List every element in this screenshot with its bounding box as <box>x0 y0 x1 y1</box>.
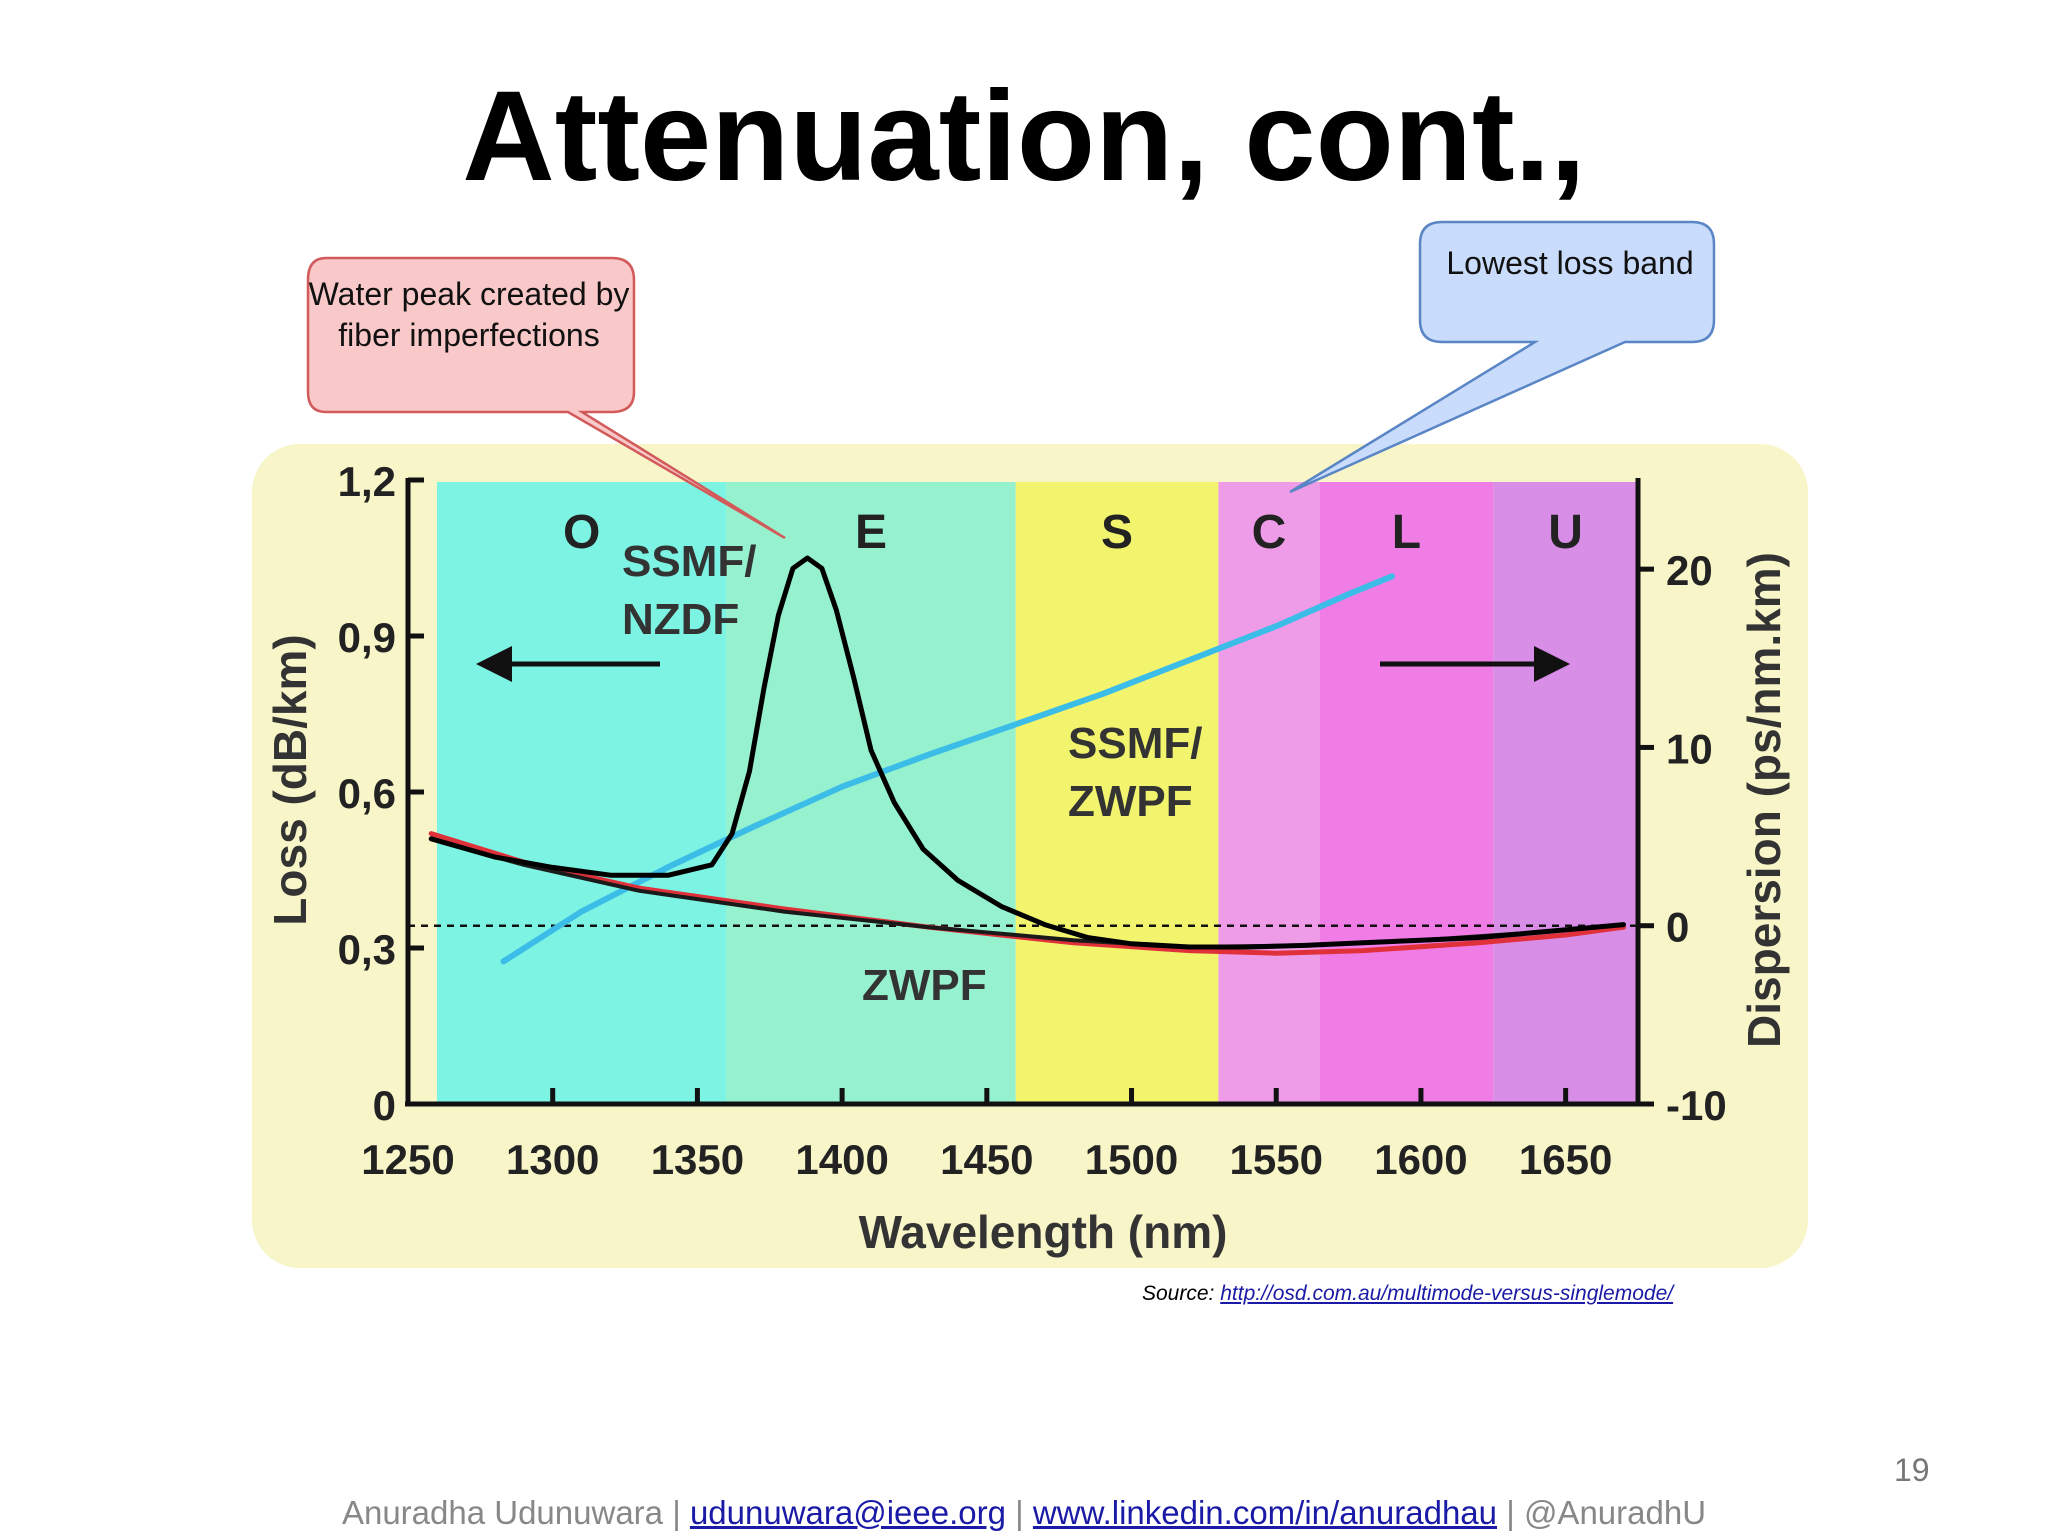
annotation-ssmf-zwpf-line: ZWPF <box>1068 777 1193 826</box>
x-tick-label: 1500 <box>1085 1136 1178 1183</box>
band-label-l: L <box>1392 506 1421 559</box>
annotation-ssmf-zwpf: SSMF/ZWPF <box>1068 719 1202 826</box>
series-line-zwpf <box>428 831 1626 956</box>
arrow-left-head-icon <box>476 646 512 682</box>
footer-email-link[interactable]: udunuwara@ieee.org <box>689 1494 1006 1531</box>
bands-layer <box>436 482 1638 1104</box>
x-tick-label: 1300 <box>506 1136 599 1183</box>
annotation-ssmf-nzdf: SSMF/NZDF <box>622 537 756 644</box>
annotation-ssmf-zwpf-line: SSMF/ <box>1068 719 1202 768</box>
callout-water-peak-text: Water peak created by fiber imperfection… <box>308 276 630 353</box>
band-o <box>436 482 727 1104</box>
x-tick-label: 1650 <box>1519 1136 1612 1183</box>
x-tick-label: 1550 <box>1230 1136 1323 1183</box>
band-u <box>1493 482 1638 1104</box>
band-label-o: O <box>563 506 600 559</box>
series-line-ssmf-nzdf <box>428 555 1626 950</box>
band-s <box>1015 482 1219 1104</box>
footer-linkedin-link[interactable]: www.linkedin.com/in/anuradhau <box>1032 1494 1498 1531</box>
band-c <box>1218 482 1320 1104</box>
band-label-s: S <box>1101 506 1133 559</box>
band-e <box>726 482 1016 1104</box>
y2-tick-label: 0 <box>1666 904 1689 951</box>
band-label-c: C <box>1252 506 1287 559</box>
callout-lowest-loss-text: Lowest loss band <box>1446 245 1694 281</box>
y2-axis-title: Dispersion (ps/nm.km) <box>1738 552 1790 1048</box>
footer-author: Anuradha Udunuwara <box>341 1494 664 1531</box>
annotation-ssmf-nzdf-line: NZDF <box>622 595 739 644</box>
source-link[interactable]: http://osd.com.au/multimode-versus-singl… <box>1220 1282 1674 1305</box>
series-layer <box>428 555 1626 965</box>
callout-lowest-loss <box>1289 220 1716 494</box>
source-label: Source: <box>1142 1282 1215 1305</box>
arrow-right-head-icon <box>1534 646 1570 682</box>
x-tick-label: 1450 <box>940 1136 1033 1183</box>
slide-title: Attenuation, cont., <box>462 65 1586 208</box>
y-tick-label: 1,2 <box>338 458 396 505</box>
footer-separator: | <box>1015 1494 1024 1531</box>
y-tick-label: 0,3 <box>338 926 396 973</box>
source-line: Source: http://osd.com.au/multimode-vers… <box>1142 1282 1673 1306</box>
footer-separator: | <box>672 1494 681 1531</box>
x-tick-label: 1600 <box>1374 1136 1467 1183</box>
footer-handle: @AnuradhU <box>1523 1494 1707 1531</box>
y-tick-label: 0,9 <box>338 614 396 661</box>
footer: Anuradha Udunuwara | udunuwara@ieee.org … <box>0 1494 2048 1532</box>
annotation-zwpf-line: ZWPF <box>862 961 987 1010</box>
band-label-e: E <box>855 506 887 559</box>
y-axis-title: Loss (dB/km) <box>264 634 316 925</box>
annotation-ssmf-nzdf-line: SSMF/ <box>622 537 756 586</box>
x-tick-label: 1350 <box>651 1136 744 1183</box>
footer-separator: | <box>1506 1494 1515 1531</box>
band-label-u: U <box>1548 506 1583 559</box>
arrows-layer <box>476 646 1570 682</box>
page-number: 19 <box>1894 1452 1930 1488</box>
x-tick-label: 1250 <box>361 1136 454 1183</box>
callout-water-peak <box>306 256 786 540</box>
band-l <box>1319 482 1494 1104</box>
annotation-zwpf: ZWPF <box>862 961 987 1010</box>
y-tick-label: 0 <box>373 1082 396 1129</box>
y2-tick-label: 10 <box>1666 725 1713 772</box>
x-tick-label: 1400 <box>795 1136 888 1183</box>
ticks-layer: 1250 1300 1350 1400 1450 1500 1550 1600 1650 0 0,3… <box>338 458 1727 1183</box>
y2-tick-label: 20 <box>1666 547 1713 594</box>
y-tick-label: 0,6 <box>338 770 396 817</box>
y2-tick-label: -10 <box>1666 1082 1727 1129</box>
x-axis-title: Wavelength (nm) <box>859 1206 1228 1258</box>
